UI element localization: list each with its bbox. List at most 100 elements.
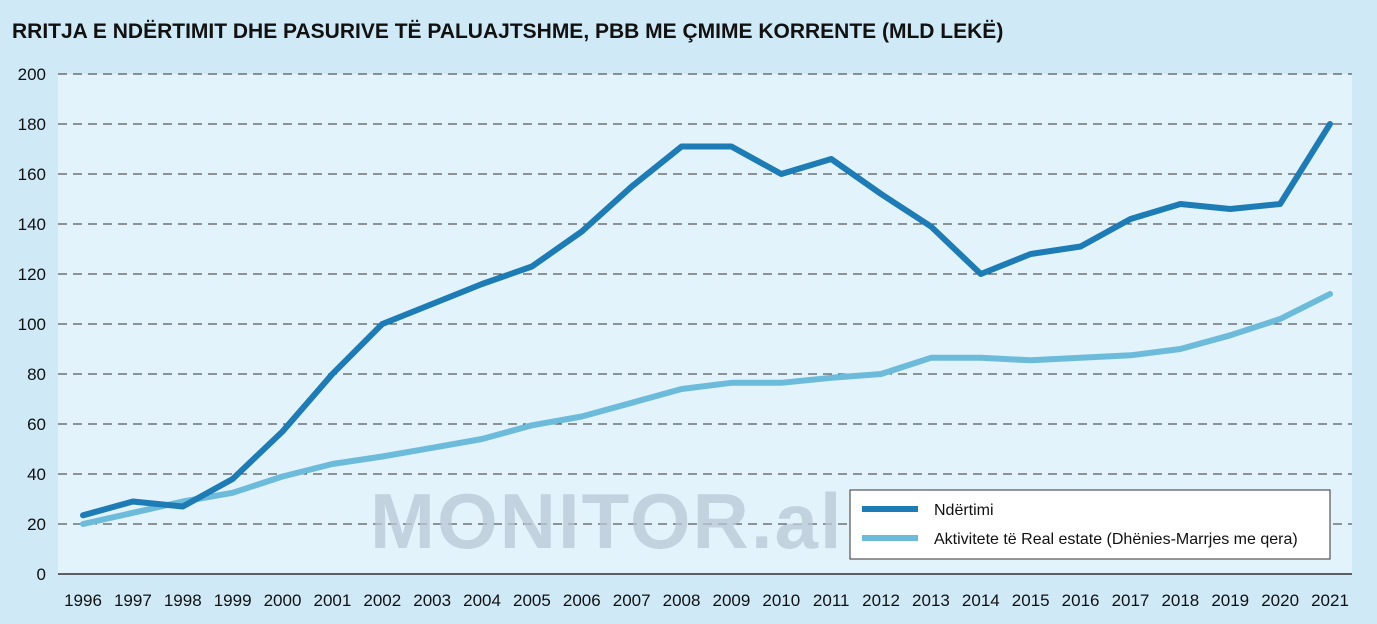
point-real-estate-2011: [828, 375, 834, 381]
point-ndertimi-1996: [80, 512, 86, 518]
x-tick-label: 2021: [1311, 591, 1349, 610]
point-ndertimi-2007: [629, 184, 635, 189]
point-real-estate-2006: [579, 414, 585, 419]
x-tick-label: 2015: [1012, 591, 1050, 610]
point-ndertimi-2020: [1277, 201, 1283, 207]
point-real-estate-2013: [928, 355, 934, 361]
y-tick-label: 120: [18, 265, 46, 284]
x-axis-ticks: 1996 1997 1998 1999 2000 2001 2002 2003 2004 2005…: [64, 591, 1349, 610]
point-real-estate-2010: [778, 380, 784, 386]
point-real-estate-2015: [1028, 357, 1034, 363]
point-ndertimi-1999: [230, 476, 236, 482]
point-ndertimi-2004: [479, 281, 485, 287]
point-real-estate-2004: [479, 436, 485, 442]
gridlines: [58, 73, 1352, 575]
x-tick-label: 2004: [463, 591, 501, 610]
point-ndertimi-2008: [679, 144, 685, 149]
series-line-real-estate: [80, 291, 1333, 527]
y-tick-label: 180: [18, 115, 46, 134]
series-lines: [80, 121, 1333, 527]
point-real-estate-2005: [529, 422, 535, 428]
x-tick-label: 2003: [413, 591, 451, 610]
y-tick-label: 200: [18, 65, 46, 84]
x-tick-label: 2014: [962, 591, 1000, 610]
point-real-estate-2017: [1127, 352, 1133, 358]
x-tick-label: 2005: [513, 591, 551, 610]
x-tick-label: 1999: [214, 591, 252, 610]
x-tick-label: 2010: [762, 591, 800, 610]
y-tick-label: 160: [18, 165, 46, 184]
x-tick-label: 2007: [613, 591, 651, 610]
point-ndertimi-1998: [180, 504, 186, 509]
point-real-estate-2019: [1227, 332, 1233, 338]
point-real-estate-2003: [429, 445, 435, 451]
chart-title: RRITJA E NDËRTIMIT DHE PASURIVE TË PALUA…: [12, 20, 1003, 43]
x-tick-label: 2012: [862, 591, 900, 610]
point-real-estate-2014: [978, 355, 984, 361]
x-tick-label: 2002: [363, 591, 401, 610]
point-real-estate-1999: [230, 490, 236, 496]
point-ndertimi-2016: [1078, 244, 1084, 249]
point-real-estate-1997: [130, 510, 136, 516]
point-ndertimi-2010: [778, 171, 784, 177]
watermark-text: MONITOR.al: [370, 477, 844, 565]
legend: Ndërtimi Aktivitete të Real estate (Dhën…: [849, 489, 1331, 560]
y-tick-label: 140: [18, 215, 46, 234]
point-real-estate-2007: [629, 400, 635, 406]
point-ndertimi-2017: [1127, 216, 1133, 222]
point-ndertimi-2011: [828, 156, 834, 162]
point-real-estate-2018: [1177, 346, 1183, 352]
point-ndertimi-2006: [579, 229, 585, 234]
y-tick-label: 80: [27, 365, 46, 384]
series-line-ndertimi: [80, 121, 1333, 519]
x-tick-label: 1998: [164, 591, 202, 610]
legend-box: [849, 489, 1331, 560]
x-tick-label: 1997: [114, 591, 152, 610]
y-tick-label: 0: [37, 565, 46, 584]
point-ndertimi-2015: [1028, 251, 1034, 257]
x-tick-label: 2017: [1112, 591, 1150, 610]
y-tick-label: 20: [27, 515, 46, 534]
point-ndertimi-2018: [1177, 201, 1183, 207]
point-real-estate-1996: [80, 521, 86, 527]
x-tick-label: 2001: [313, 591, 351, 610]
point-ndertimi-2009: [728, 144, 734, 149]
point-real-estate-2016: [1078, 355, 1084, 361]
point-ndertimi-2002: [379, 321, 385, 327]
x-tick-label: 2009: [713, 591, 751, 610]
point-real-estate-2020: [1277, 316, 1283, 322]
point-ndertimi-2012: [878, 191, 884, 197]
point-ndertimi-2003: [429, 301, 435, 307]
x-tick-label: 2020: [1261, 591, 1299, 610]
y-tick-label: 60: [27, 415, 46, 434]
x-tick-label: 2006: [563, 591, 601, 610]
point-real-estate-2012: [878, 371, 884, 377]
point-ndertimi-2021: [1327, 121, 1333, 127]
point-real-estate-2001: [329, 461, 335, 467]
legend-label-ndertimi: Ndërtimi: [934, 502, 994, 519]
y-tick-label: 100: [18, 315, 46, 334]
point-real-estate-2000: [280, 474, 286, 479]
point-real-estate-2021: [1327, 291, 1333, 297]
point-real-estate-2002: [379, 454, 385, 459]
y-axis-ticks: 0 20 40 60 80 100 120 140 160 180 200: [18, 65, 46, 584]
point-real-estate-2009: [728, 380, 734, 386]
point-ndertimi-2000: [280, 429, 286, 434]
point-ndertimi-2013: [928, 224, 934, 229]
point-ndertimi-1997: [130, 499, 136, 504]
point-ndertimi-2019: [1227, 206, 1233, 212]
x-tick-label: 2011: [813, 591, 850, 610]
y-tick-label: 40: [27, 465, 46, 484]
x-tick-label: 2019: [1211, 591, 1249, 610]
x-tick-label: 2000: [264, 591, 302, 610]
x-tick-label: 2008: [663, 591, 701, 610]
point-real-estate-2008: [679, 386, 685, 392]
point-ndertimi-2001: [329, 371, 335, 377]
legend-label-real-estate: Aktivitete të Real estate (Dhënies-Marrj…: [934, 531, 1298, 548]
x-tick-label: 2018: [1161, 591, 1199, 610]
point-ndertimi-2014: [978, 271, 984, 277]
point-ndertimi-2005: [529, 264, 535, 269]
x-tick-label: 1996: [64, 591, 102, 610]
x-tick-label: 2016: [1062, 591, 1100, 610]
